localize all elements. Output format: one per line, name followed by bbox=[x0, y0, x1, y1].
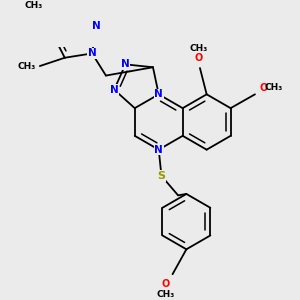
Text: O: O bbox=[259, 82, 268, 93]
Text: CH₃: CH₃ bbox=[189, 44, 207, 53]
Text: N: N bbox=[92, 21, 101, 31]
Text: CH₃: CH₃ bbox=[24, 1, 43, 10]
Text: O: O bbox=[194, 53, 202, 63]
Text: N: N bbox=[121, 59, 130, 69]
Text: S: S bbox=[158, 171, 166, 181]
Text: O: O bbox=[162, 279, 170, 289]
Text: CH₃: CH₃ bbox=[264, 83, 283, 92]
Text: N: N bbox=[154, 145, 163, 155]
Text: N: N bbox=[154, 89, 163, 99]
Text: N: N bbox=[110, 85, 118, 94]
Text: N: N bbox=[88, 48, 97, 59]
Text: CH₃: CH₃ bbox=[17, 61, 36, 70]
Text: CH₃: CH₃ bbox=[157, 290, 175, 299]
